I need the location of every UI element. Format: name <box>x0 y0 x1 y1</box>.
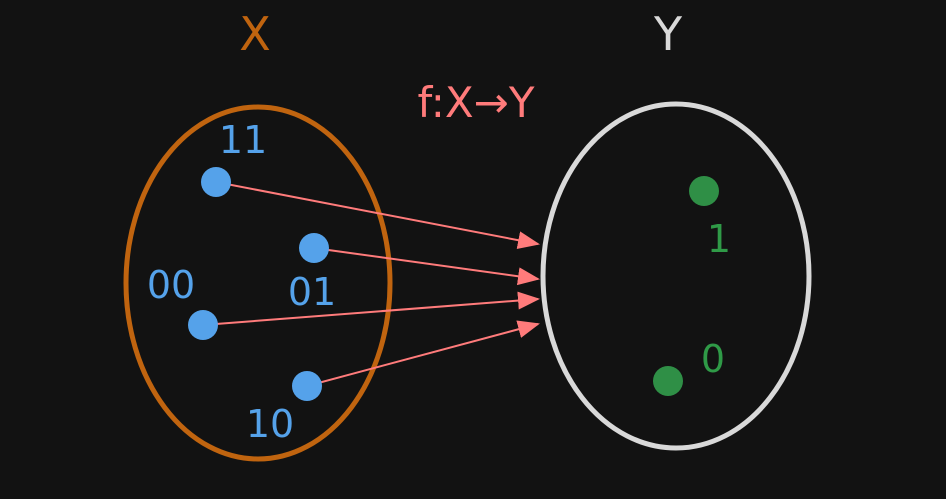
domain-label-00: 00 <box>147 263 195 307</box>
codomain-set-ellipse <box>540 101 812 451</box>
mapping-arrow-11 <box>215 181 540 250</box>
function-label: f:X→Y <box>417 78 534 127</box>
domain-point-00 <box>188 310 218 340</box>
codomain-point-1 <box>689 176 719 206</box>
codomain-point-0 <box>653 366 683 396</box>
mapping-arrow-10 <box>306 320 540 387</box>
codomain-label-0: 0 <box>701 337 725 381</box>
domain-label-11: 11 <box>219 118 267 162</box>
domain-set-ellipse <box>123 104 393 462</box>
domain-label-10: 10 <box>246 402 294 446</box>
codomain-set-label: Y <box>653 7 683 61</box>
mapping-arrow-01 <box>313 247 540 286</box>
domain-point-11 <box>201 167 231 197</box>
domain-label-01: 01 <box>288 270 336 314</box>
domain-set-label: X <box>239 7 271 61</box>
domain-point-01 <box>299 233 329 263</box>
domain-point-10 <box>292 371 322 401</box>
mapping-arrow-00 <box>202 291 540 326</box>
codomain-label-1: 1 <box>707 217 731 261</box>
